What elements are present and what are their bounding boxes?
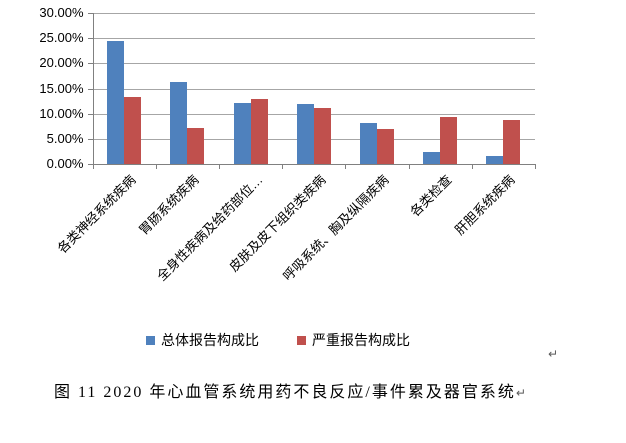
x-axis-label: 各类神经系统疾病 bbox=[54, 172, 139, 257]
y-axis-label: 0.00% bbox=[46, 156, 84, 171]
gridline bbox=[92, 38, 535, 40]
y-axis-label: 30.00% bbox=[39, 5, 84, 20]
bar-serious-1 bbox=[187, 127, 205, 164]
figure-caption: 图 11 2020 年心血管系统用药不良反应/事件累及器官系统↵ bbox=[54, 383, 614, 403]
legend-swatch-icon bbox=[297, 336, 306, 345]
bar-total-3 bbox=[296, 104, 314, 164]
x-axis-tick bbox=[535, 164, 536, 169]
legend-item-serious: 严重报告构成比 bbox=[297, 332, 410, 349]
x-axis-tick bbox=[471, 164, 473, 169]
bar-total-4 bbox=[359, 122, 377, 164]
bar-total-5 bbox=[423, 152, 441, 164]
gridline bbox=[92, 63, 535, 65]
y-axis-line bbox=[92, 13, 94, 164]
figure-caption-text: 图 11 2020 年心血管系统用药不良反应/事件累及器官系统 bbox=[54, 384, 516, 401]
y-axis-tick bbox=[87, 88, 93, 90]
bar-serious-0 bbox=[124, 96, 142, 164]
y-axis-tick bbox=[87, 113, 93, 115]
x-axis-label: 各类检查 bbox=[407, 172, 455, 220]
bar-serious-5 bbox=[440, 116, 458, 164]
y-axis-label: 10.00% bbox=[39, 105, 84, 121]
gridline bbox=[92, 13, 535, 14]
y-axis-label: 15.00% bbox=[39, 80, 84, 96]
x-axis-label: 胃肠系统疾病 bbox=[136, 172, 202, 238]
x-axis-label: 呼吸系统、胸及纵隔疾病 bbox=[279, 172, 392, 284]
bar-serious-3 bbox=[313, 108, 331, 164]
bar-serious-4 bbox=[376, 129, 394, 164]
y-axis-tick bbox=[87, 38, 93, 40]
bar-serious-2 bbox=[250, 98, 268, 164]
bar-total-2 bbox=[233, 103, 251, 164]
y-axis-tick bbox=[87, 13, 93, 14]
y-axis-tick bbox=[87, 164, 93, 165]
y-axis-tick bbox=[87, 138, 93, 140]
paragraph-mark-icon: ↵ bbox=[548, 347, 559, 361]
x-axis-tick bbox=[345, 164, 347, 169]
x-axis-tick bbox=[92, 164, 94, 169]
y-axis-label: 25.00% bbox=[39, 30, 84, 46]
x-axis-tick bbox=[155, 164, 157, 169]
x-axis-tick bbox=[282, 164, 284, 169]
x-axis-label: 肝胆系统疾病 bbox=[452, 172, 519, 238]
legend-label: 严重报告构成比 bbox=[312, 332, 410, 348]
legend-item-total: 总体报告构成比 bbox=[146, 332, 259, 349]
x-axis-tick bbox=[408, 164, 410, 169]
bar-total-1 bbox=[170, 81, 188, 164]
bar-total-0 bbox=[107, 41, 125, 164]
legend-label: 总体报告构成比 bbox=[161, 332, 259, 348]
x-axis-line bbox=[92, 164, 536, 165]
bar-total-6 bbox=[486, 155, 504, 164]
x-axis-tick bbox=[218, 164, 220, 169]
legend-swatch-icon bbox=[146, 336, 155, 345]
y-axis-label: 20.00% bbox=[39, 55, 84, 71]
y-axis-label: 5.00% bbox=[46, 130, 84, 146]
bar-serious-6 bbox=[503, 119, 521, 164]
gridline bbox=[92, 88, 535, 90]
chart-legend: 总体报告构成比 严重报告构成比 bbox=[146, 332, 410, 349]
x-axis-label: 全身性疾病及给药部位… bbox=[153, 172, 266, 284]
paragraph-mark-icon: ↵ bbox=[515, 386, 526, 400]
y-axis-tick bbox=[87, 63, 93, 65]
